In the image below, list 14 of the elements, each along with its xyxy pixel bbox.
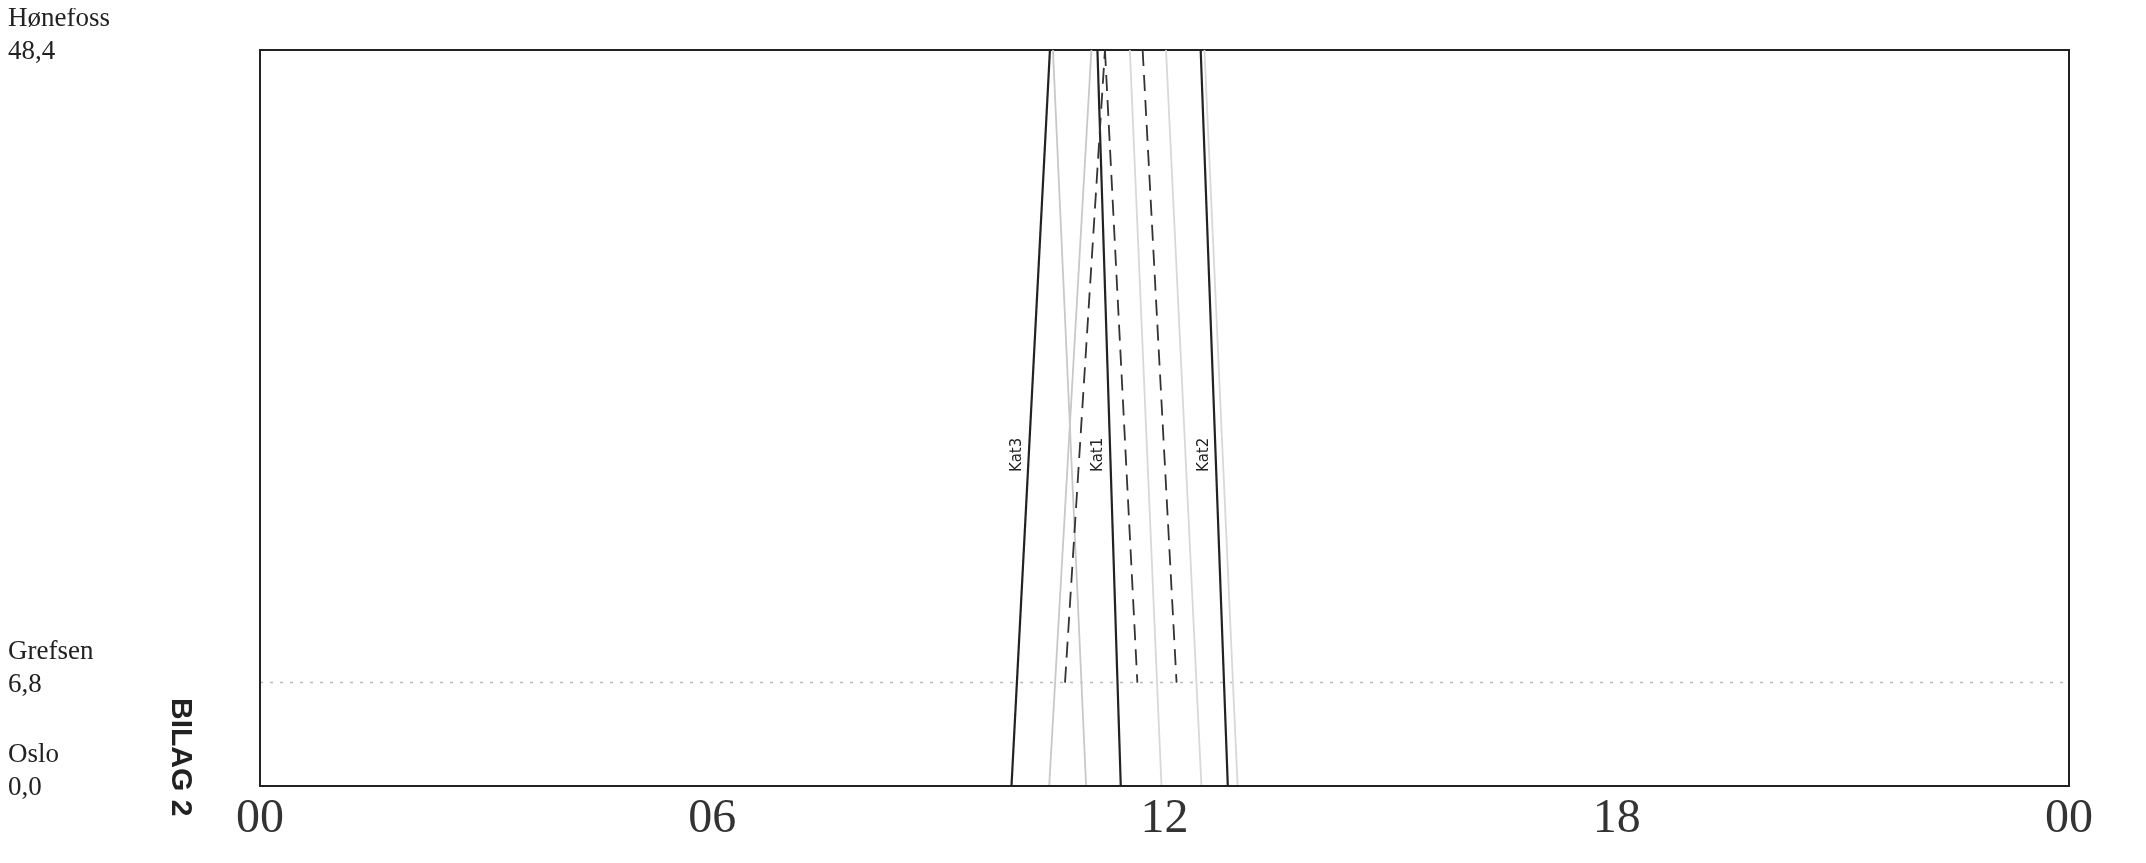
text: BILAG 2 xyxy=(165,698,199,817)
text: Oslo xyxy=(8,738,60,768)
text: Kat1 xyxy=(1088,437,1107,472)
text: Kat3 xyxy=(1006,437,1025,472)
y-tick-label: 0,0 xyxy=(8,771,42,801)
x-tick-label: 18 xyxy=(1592,789,1641,842)
y-tick-label: 6,8 xyxy=(8,667,42,698)
y-tick-label: 48,4 xyxy=(8,35,56,65)
text: Grefsen xyxy=(8,634,94,665)
x-tick-label: 06 xyxy=(688,789,737,842)
x-tick-label: 00 xyxy=(2045,789,2093,842)
x-tick-label: 12 xyxy=(1140,789,1189,842)
x-tick-label: 00 xyxy=(236,789,284,842)
text: Kat2 xyxy=(1193,437,1212,472)
